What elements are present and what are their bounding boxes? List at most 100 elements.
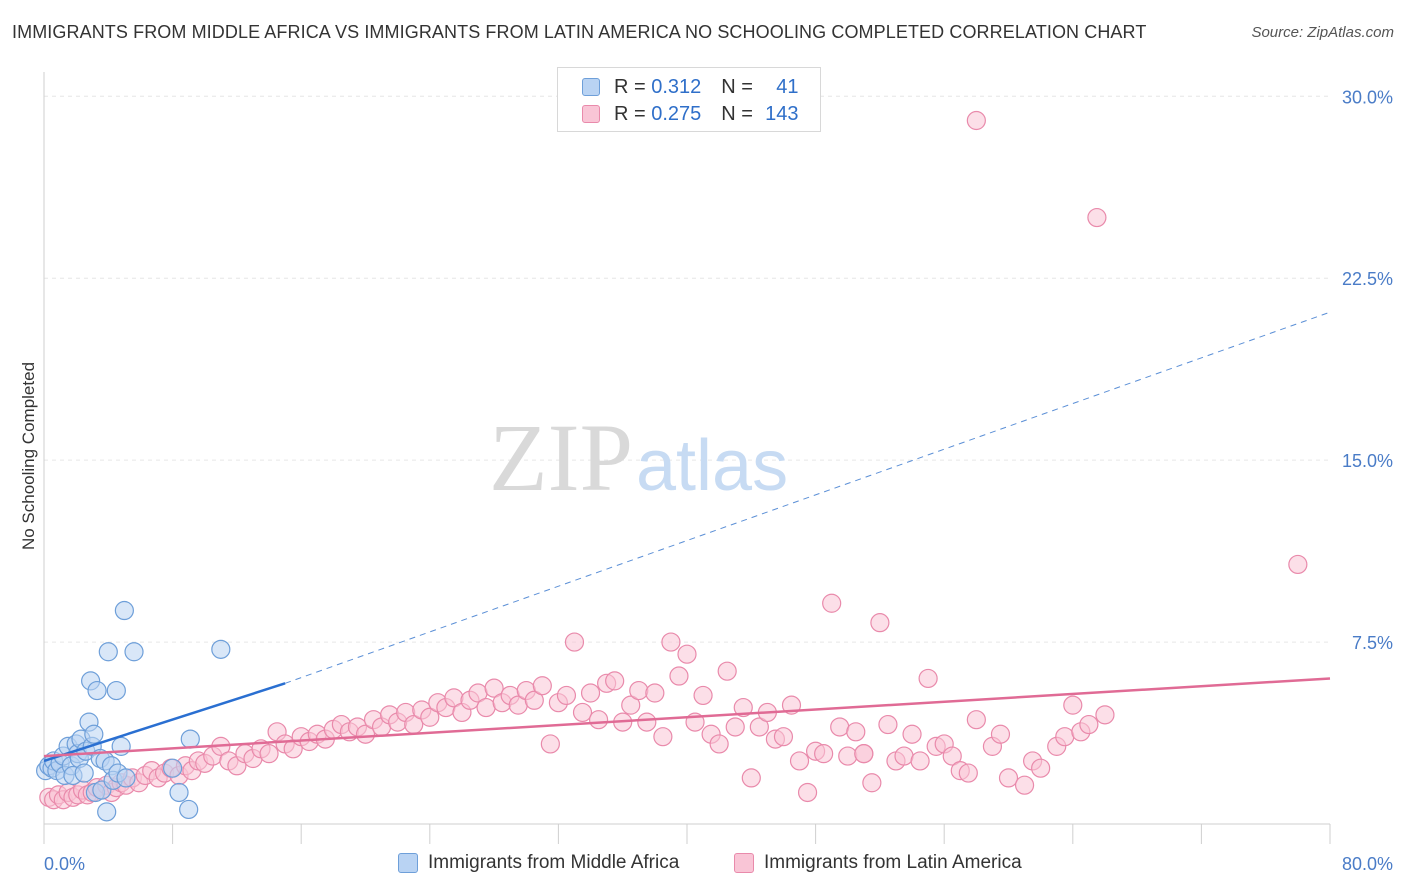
data-point: [420, 707, 440, 727]
data-point: [637, 712, 657, 732]
data-point: [74, 763, 94, 783]
bottom-legend-label: Immigrants from Latin America: [764, 852, 1022, 873]
data-point: [1079, 714, 1099, 735]
bottom-legend-swatch-pink: [734, 853, 754, 873]
legend-swatch-blue: [582, 78, 600, 96]
data-point: [621, 695, 641, 715]
data-point: [211, 639, 231, 659]
data-point: [114, 600, 134, 621]
data-point: [564, 632, 585, 652]
legend-r-label: R =: [614, 102, 646, 125]
chart-title: IMMIGRANTS FROM MIDDLE AFRICA VS IMMIGRA…: [12, 22, 1147, 42]
bottom-legend-middle-africa: Immigrants from Middle Africa: [398, 852, 679, 874]
data-point: [97, 802, 117, 822]
data-point: [1288, 554, 1308, 575]
data-point: [116, 768, 136, 788]
data-point: [822, 593, 842, 613]
data-point: [179, 799, 199, 820]
legend-n-value: 41: [776, 75, 799, 98]
data-point: [605, 671, 625, 691]
legend-n-label: N =: [721, 75, 753, 98]
data-point: [846, 722, 866, 742]
data-point: [163, 758, 183, 778]
watermark: ZIP atlas: [489, 404, 788, 511]
data-point: [990, 724, 1011, 744]
data-point: [942, 746, 962, 766]
legend-r-label: R =: [614, 75, 646, 98]
data-point: [725, 717, 745, 737]
legend-row-middle-africa: R = 0.312 N = 41: [582, 75, 799, 99]
data-point: [532, 676, 552, 696]
data-point: [1055, 727, 1075, 747]
tick-labels: 7.5% 15.0% 22.5% 30.0% 0.0% 80.0%: [44, 87, 1393, 874]
watermark-atlas: atlas: [636, 426, 788, 506]
data-point: [1087, 207, 1107, 228]
stats-legend: R = 0.312 N = 41 R = 0.275 N = 143: [557, 67, 821, 132]
data-point: [476, 697, 496, 718]
watermark-zip: ZIP: [489, 404, 633, 511]
data-point: [838, 746, 858, 766]
data-point: [1095, 705, 1115, 725]
data-point: [797, 782, 818, 803]
data-point: [84, 724, 104, 744]
y-tick-label: 30.0%: [1342, 87, 1393, 107]
data-point: [124, 642, 144, 662]
data-point: [580, 683, 601, 703]
data-point: [106, 680, 126, 701]
data-point: [958, 763, 978, 783]
data-point: [87, 680, 107, 701]
legend-swatch-pink: [582, 105, 600, 123]
y-tick-label: 22.5%: [1342, 269, 1393, 289]
data-point: [966, 710, 986, 730]
data-point: [540, 734, 560, 754]
trend-lines: [43, 311, 1331, 763]
data-point: [902, 724, 922, 744]
legend-r-value: 0.312: [651, 75, 702, 98]
bottom-legend-swatch-blue: [398, 853, 418, 873]
data-point: [789, 751, 810, 771]
legend-n-value: 143: [765, 102, 799, 125]
data-point: [733, 697, 753, 718]
data-point: [741, 768, 761, 788]
data-point: [854, 744, 874, 764]
data-point: [998, 768, 1019, 788]
data-point: [677, 644, 697, 664]
data-point: [661, 632, 681, 652]
data-point: [1014, 775, 1035, 795]
data-point: [355, 724, 376, 744]
data-point: [830, 717, 850, 737]
data-point: [894, 746, 914, 766]
data-point: [669, 666, 689, 686]
trend-line-latin-america: [43, 677, 1331, 758]
data-point: [524, 690, 544, 710]
data-point: [259, 744, 279, 764]
bottom-legend-label: Immigrants from Middle Africa: [428, 852, 680, 873]
bottom-legend-latin-america: Immigrants from Latin America: [734, 852, 1022, 874]
x-axis: [43, 72, 1331, 844]
y-tick-label: 15.0%: [1342, 451, 1393, 471]
x-tick-label: 0.0%: [44, 854, 85, 874]
data-point: [180, 729, 200, 749]
data-point: [918, 668, 938, 689]
legend-n-label: N =: [721, 102, 753, 125]
data-point: [693, 685, 713, 706]
trend-line-middle-africa-extension: [284, 311, 1331, 684]
data-point: [645, 683, 665, 703]
data-point: [1031, 758, 1051, 778]
data-point: [749, 717, 769, 737]
data-point: [629, 680, 649, 701]
data-point: [1063, 695, 1083, 715]
y-tick-label: 7.5%: [1352, 633, 1393, 653]
legend-r-value: 0.275: [651, 102, 702, 125]
data-point: [572, 702, 593, 723]
data-point: [709, 734, 729, 754]
data-point: [878, 714, 898, 735]
x-tick-label: 80.0%: [1342, 854, 1393, 874]
data-point: [169, 782, 189, 803]
data-point: [556, 685, 577, 706]
y-axis-label: No Schooling Completed: [19, 362, 38, 550]
series-middle-africa: [36, 600, 231, 822]
data-point: [862, 773, 882, 793]
source-label: Source: ZipAtlas.com: [1251, 24, 1394, 41]
